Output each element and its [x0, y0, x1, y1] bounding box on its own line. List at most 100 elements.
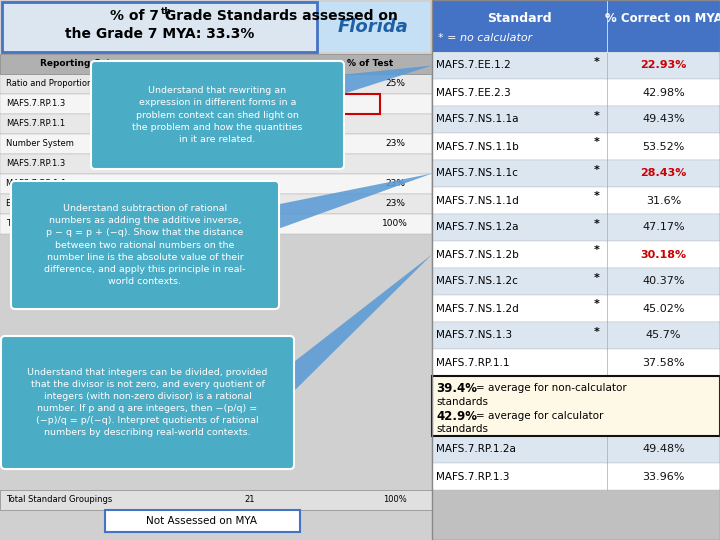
Text: 37.58%: 37.58% [642, 357, 685, 368]
Text: standards: standards [436, 424, 488, 434]
FancyBboxPatch shape [0, 94, 432, 114]
Text: MAFS.7.NS.1.1a: MAFS.7.NS.1.1a [436, 114, 518, 125]
Text: = average for calculator: = average for calculator [476, 411, 603, 421]
FancyBboxPatch shape [432, 106, 720, 133]
Text: MAFS.7.EE.2.3: MAFS.7.EE.2.3 [436, 87, 510, 98]
Text: Understand that rewriting an
expression in different forms in a
problem context : Understand that rewriting an expression … [132, 86, 302, 144]
Text: 31.6%: 31.6% [646, 195, 681, 206]
Text: 22.93%: 22.93% [640, 60, 687, 71]
Text: *: * [594, 192, 600, 201]
Text: Ratio and Proportional...: Ratio and Proportional... [6, 79, 108, 89]
Text: Reporting Category: Reporting Category [40, 59, 140, 69]
Text: MAFS.7.NS.1.2d: MAFS.7.NS.1.2d [436, 303, 518, 314]
FancyBboxPatch shape [432, 436, 720, 463]
Text: 47.17%: 47.17% [642, 222, 685, 233]
Text: MAFS.7.NS.1.2b: MAFS.7.NS.1.2b [436, 249, 518, 260]
Text: 45.02%: 45.02% [642, 303, 685, 314]
Text: Florida: Florida [338, 18, 408, 36]
FancyBboxPatch shape [432, 376, 720, 436]
Text: 25%: 25% [385, 79, 405, 89]
Text: th: th [161, 8, 171, 17]
Text: MAFS.7.NS.1.1d: MAFS.7.NS.1.1d [436, 195, 518, 206]
Polygon shape [275, 173, 432, 230]
FancyBboxPatch shape [2, 2, 317, 52]
Text: *: * [594, 165, 600, 174]
Text: 49.48%: 49.48% [642, 444, 685, 455]
Text: *: * [594, 138, 600, 147]
Text: *: * [594, 219, 600, 228]
FancyBboxPatch shape [0, 194, 432, 214]
Text: Understand subtraction of rational
numbers as adding the additive inverse,
p − q: Understand subtraction of rational numbe… [44, 204, 246, 286]
Text: 30.18%: 30.18% [640, 249, 687, 260]
FancyBboxPatch shape [432, 187, 720, 214]
Text: MAFS.7.RP.1.3: MAFS.7.RP.1.3 [6, 99, 66, 109]
Text: *: * [594, 246, 600, 255]
FancyBboxPatch shape [11, 181, 279, 309]
Text: MAFS.7.RP.1.3: MAFS.7.RP.1.3 [436, 471, 510, 482]
FancyBboxPatch shape [432, 214, 720, 241]
Text: Total Standard Groupings: Total Standard Groupings [6, 219, 112, 228]
Text: *: * [594, 111, 600, 120]
Text: Not Assessed on MYA: Not Assessed on MYA [146, 516, 258, 526]
Text: 53.52%: 53.52% [642, 141, 685, 152]
Text: % of Test: % of Test [347, 59, 393, 69]
Text: Understand that integers can be divided, provided
that the divisor is not zero, : Understand that integers can be divided,… [27, 368, 268, 437]
FancyBboxPatch shape [432, 349, 720, 376]
Polygon shape [340, 65, 432, 95]
Text: = average for non-calculator: = average for non-calculator [476, 383, 626, 393]
Text: * = no calculator: * = no calculator [438, 33, 532, 43]
FancyBboxPatch shape [105, 510, 300, 532]
Text: standards: standards [436, 397, 488, 407]
Text: MAFS.7.EE.1.2: MAFS.7.EE.1.2 [436, 60, 510, 71]
FancyBboxPatch shape [0, 174, 432, 194]
FancyBboxPatch shape [432, 52, 720, 79]
Text: MAFS.7.NS.1.3: MAFS.7.NS.1.3 [436, 330, 512, 341]
Text: 23%: 23% [385, 199, 405, 208]
Text: MAFS.7.NS.1.2c: MAFS.7.NS.1.2c [436, 276, 518, 287]
FancyBboxPatch shape [432, 268, 720, 295]
Text: Expressions & Equations: Expressions & Equations [6, 199, 109, 208]
FancyBboxPatch shape [0, 0, 432, 540]
FancyBboxPatch shape [0, 54, 432, 74]
FancyBboxPatch shape [0, 74, 432, 94]
Text: 23%: 23% [385, 139, 405, 148]
FancyBboxPatch shape [432, 133, 720, 160]
Text: MAFS.7.RP.1.1: MAFS.7.RP.1.1 [6, 119, 65, 129]
Text: MAFS.7.RP.1.1: MAFS.7.RP.1.1 [436, 357, 510, 368]
Text: *: * [594, 57, 600, 66]
FancyBboxPatch shape [0, 154, 432, 174]
FancyBboxPatch shape [432, 0, 720, 52]
FancyBboxPatch shape [432, 79, 720, 106]
FancyBboxPatch shape [91, 61, 344, 169]
Text: MAFS.7.RP.1.2a: MAFS.7.RP.1.2a [436, 444, 516, 455]
Text: Grade Standards assessed on: Grade Standards assessed on [161, 9, 398, 23]
FancyBboxPatch shape [432, 322, 720, 349]
FancyBboxPatch shape [1, 336, 294, 469]
Text: 45.7%: 45.7% [646, 330, 681, 341]
Text: MAFS.7.NS.1.2a: MAFS.7.NS.1.2a [436, 222, 518, 233]
FancyBboxPatch shape [432, 295, 720, 322]
Text: 33.96%: 33.96% [642, 471, 685, 482]
Text: MAFS.7.NS.1.1c: MAFS.7.NS.1.1c [436, 168, 518, 179]
FancyBboxPatch shape [432, 160, 720, 187]
Text: Number System: Number System [6, 139, 74, 148]
Text: 49.43%: 49.43% [642, 114, 685, 125]
FancyBboxPatch shape [0, 114, 432, 134]
Text: 39.4%: 39.4% [436, 381, 477, 395]
FancyBboxPatch shape [0, 490, 432, 510]
Text: 23%: 23% [385, 179, 405, 188]
Text: *: * [594, 273, 600, 282]
Text: % of 7: % of 7 [110, 9, 160, 23]
Text: MAFS.7.NS.1.1b: MAFS.7.NS.1.1b [436, 141, 518, 152]
FancyBboxPatch shape [0, 214, 432, 234]
FancyBboxPatch shape [432, 463, 720, 490]
Text: Standard: Standard [487, 11, 552, 24]
Text: *: * [594, 327, 600, 336]
Text: 42.9%: 42.9% [436, 409, 477, 422]
Text: the Grade 7 MYA: 33.3%: the Grade 7 MYA: 33.3% [65, 27, 254, 41]
Text: *: * [594, 300, 600, 309]
Text: Total Standard Groupings: Total Standard Groupings [6, 496, 112, 504]
Polygon shape [290, 254, 432, 395]
Text: % Correct on MYA: % Correct on MYA [605, 11, 720, 24]
Text: 100%: 100% [383, 496, 407, 504]
